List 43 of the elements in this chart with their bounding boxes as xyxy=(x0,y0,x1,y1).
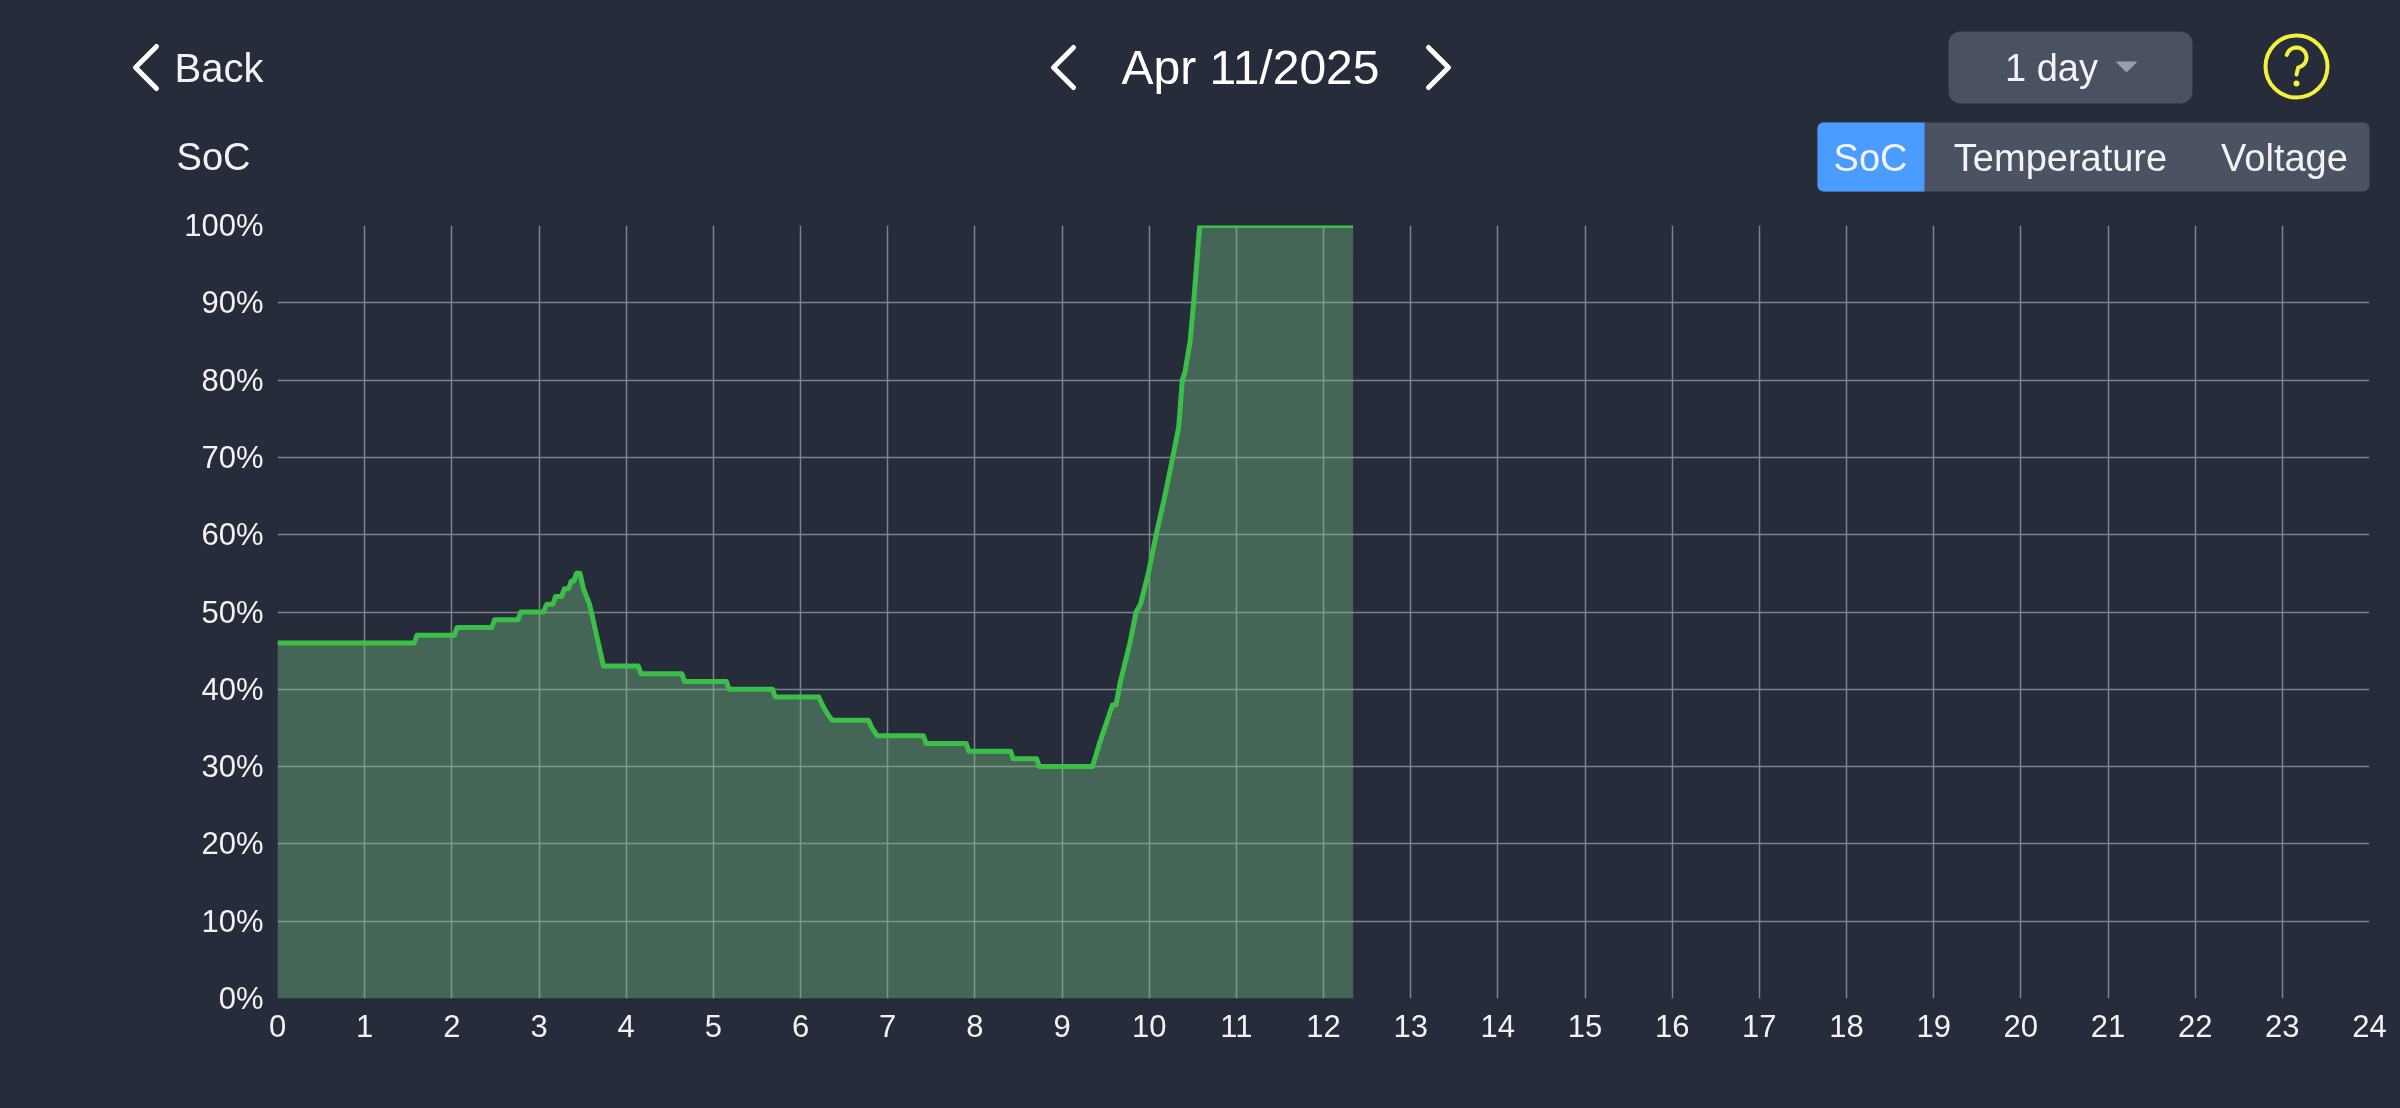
y-tick-label: 90% xyxy=(201,285,264,321)
x-tick-label: 13 xyxy=(1393,1008,1428,1044)
y-tick-label: 60% xyxy=(201,517,264,553)
text: 1 day xyxy=(2005,46,2098,89)
x-tick-label: 20 xyxy=(2003,1008,2039,1044)
text: Temperature xyxy=(1953,136,2168,179)
x-tick-label: 22 xyxy=(2177,1008,2213,1044)
x-tick-label: 12 xyxy=(1306,1008,1341,1044)
x-tick-label: 5 xyxy=(704,1008,722,1044)
chart-title: Apr 11/2025 xyxy=(1121,41,1380,94)
x-tick-label: 2 xyxy=(443,1008,461,1044)
x-tick-label: 7 xyxy=(879,1008,897,1044)
text: SoC xyxy=(1833,136,1908,179)
x-tick-label: 6 xyxy=(791,1008,810,1044)
x-tick-label: 16 xyxy=(1654,1008,1690,1044)
x-tick-label: 23 xyxy=(2265,1008,2300,1044)
y-tick-label: 50% xyxy=(201,594,264,630)
x-tick-label: 18 xyxy=(1829,1008,1864,1044)
y-tick-label: 20% xyxy=(201,826,264,862)
x-tick-label: 8 xyxy=(966,1008,984,1044)
text: Voltage xyxy=(2221,136,2348,179)
x-tick-label: 4 xyxy=(617,1008,635,1044)
y-tick-label: 10% xyxy=(201,903,264,939)
x-tick-label: 11 xyxy=(1220,1008,1253,1044)
x-tick-label: 21 xyxy=(2090,1008,2126,1044)
text: Back xyxy=(174,45,265,90)
x-tick-label: 15 xyxy=(1567,1008,1603,1044)
x-tick-label: 9 xyxy=(1053,1008,1071,1044)
x-tick-label: 14 xyxy=(1480,1008,1516,1044)
x-tick-label: 10 xyxy=(1131,1008,1167,1044)
x-tick-label: 17 xyxy=(1742,1008,1777,1044)
x-tick-label: 1 xyxy=(356,1008,374,1044)
y-tick-label: 100% xyxy=(184,208,264,243)
x-tick-label: 24 xyxy=(2352,1008,2387,1044)
y-axis-title: SoC xyxy=(176,135,251,178)
y-tick-label: 0% xyxy=(218,981,264,1016)
x-tick-label: 19 xyxy=(1916,1008,1951,1044)
x-tick-label: 0 xyxy=(268,1008,287,1044)
y-tick-label: 80% xyxy=(201,362,264,398)
x-tick-label: 3 xyxy=(530,1008,548,1044)
y-tick-label: 70% xyxy=(201,439,264,475)
y-tick-label: 30% xyxy=(201,749,264,785)
y-tick-label: 40% xyxy=(201,671,264,707)
